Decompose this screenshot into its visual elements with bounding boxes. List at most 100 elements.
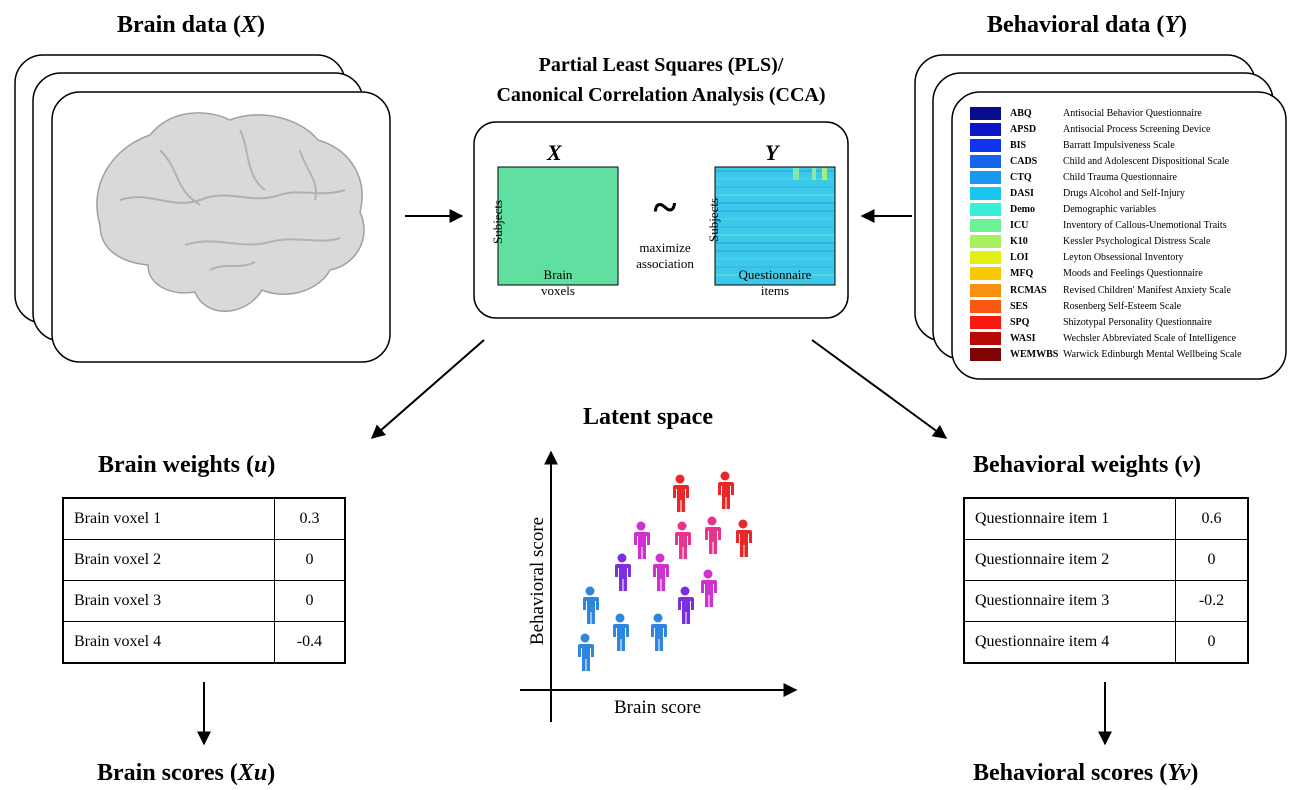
- brain-scores-heading: Brain scores (Xu): [97, 760, 276, 786]
- legend-row: ABQ Antisocial Behavior Questionnaire: [970, 105, 1270, 121]
- legend-swatch: [970, 267, 1001, 281]
- legend-name: Child and Adolescent Dispositional Scale: [1063, 155, 1230, 167]
- legend-name: Rosenberg Self-Esteem Scale: [1063, 300, 1182, 312]
- legend-row: LOI Leyton Obsessional Inventory: [970, 250, 1270, 266]
- y-matrix-streak: [716, 258, 834, 260]
- legend-abbreviation: MFQ: [1010, 268, 1034, 280]
- brain-data-stack: [14, 54, 391, 363]
- legend-abbreviation: CADS: [1010, 155, 1038, 167]
- questionnaire-legend: ABQ Antisocial Behavior Questionnaire APSD…: [970, 105, 1270, 363]
- legend-swatch: [970, 251, 1001, 265]
- legend-name: Moods and Feelings Questionnaire: [1063, 268, 1203, 280]
- table-row: Questionnaire item 1 0.6: [963, 497, 1249, 540]
- legend-abbreviation: ABQ: [1010, 107, 1032, 119]
- person-icon: [736, 519, 752, 557]
- brain-illustration: [96, 112, 365, 312]
- legend-swatch: [970, 187, 1001, 201]
- latent-people: [578, 471, 752, 671]
- latent-x-axis-label: Brain score: [614, 697, 702, 718]
- x-matrix-caption: Brain voxels: [541, 267, 575, 298]
- weight-label-cell: Questionnaire item 3: [963, 580, 1176, 622]
- y-matrix-letter: Y: [765, 140, 779, 165]
- pls-cca-title: Partial Least Squares (PLS)/ Canonical C…: [496, 54, 826, 106]
- legend-row: BIS Barratt Impulsiveness Scale: [970, 137, 1270, 153]
- legend-swatch: [970, 154, 1001, 168]
- person-icon: [613, 613, 629, 651]
- person-icon: [718, 471, 734, 509]
- legend-abbreviation: DASI: [1010, 188, 1034, 200]
- tilde-symbol: ~: [653, 183, 677, 232]
- person-icon: [651, 613, 667, 651]
- x-subjects-label: Subjects: [490, 199, 505, 245]
- y-matrix-streak: [716, 170, 834, 172]
- weight-label-cell: Questionnaire item 4: [963, 621, 1176, 664]
- person-icon: [705, 516, 721, 554]
- legend-abbreviation: WEMWBS: [1010, 348, 1059, 360]
- y-matrix: [714, 166, 836, 286]
- weight-value-cell: -0.4: [274, 621, 346, 664]
- legend-row: SES Rosenberg Self-Esteem Scale: [970, 298, 1270, 314]
- legend-row: WASI Wechsler Abbreviated Scale of Intell…: [970, 330, 1270, 346]
- legend-name: Wechsler Abbreviated Scale of Intelligen…: [1063, 332, 1237, 344]
- person-icon: [653, 553, 669, 591]
- behavioral-scores-heading: Behavioral scores (Yv): [973, 760, 1199, 786]
- person-icon: [673, 474, 689, 512]
- legend-swatch: [970, 170, 1001, 184]
- weight-label-cell: Brain voxel 4: [62, 621, 275, 664]
- person-icon: [583, 586, 599, 624]
- legend-swatch: [970, 315, 1001, 329]
- brain-weights-heading: Brain weights (u): [98, 452, 276, 478]
- legend-swatch: [970, 138, 1001, 152]
- legend-name: Drugs Alcohol and Self-Injury: [1063, 188, 1185, 200]
- person-icon: [678, 586, 694, 624]
- legend-row: CADS Child and Adolescent Dispositional S…: [970, 153, 1270, 169]
- legend-row: DASI Drugs Alcohol and Self-Injury: [970, 185, 1270, 201]
- weight-label-cell: Questionnaire item 1: [963, 497, 1176, 540]
- y-matrix-streak: [716, 186, 834, 188]
- legend-swatch: [970, 235, 1001, 249]
- person-icon: [578, 633, 594, 671]
- y-matrix-streak: [716, 234, 834, 236]
- weight-value-cell: 0: [1175, 621, 1249, 664]
- weight-value-cell: 0: [274, 580, 346, 622]
- weight-value-cell: -0.2: [1175, 580, 1249, 622]
- y-matrix-highlight: [822, 168, 827, 180]
- legend-name: Child Trauma Questionnaire: [1063, 171, 1177, 183]
- person-icon: [701, 569, 717, 607]
- latent-space-heading: Latent space: [583, 404, 713, 430]
- y-matrix-streak: [716, 274, 834, 276]
- legend-name: Antisocial Process Screening Device: [1063, 123, 1211, 135]
- legend-row: SPQ Shizotypal Personality Questionnaire: [970, 314, 1270, 330]
- legend-abbreviation: Demo: [1010, 204, 1035, 216]
- weight-label-cell: Brain voxel 2: [62, 539, 275, 581]
- legend-row: K10 Kessler Psychological Distress Scale: [970, 234, 1270, 250]
- brain-data-heading: Brain data (X): [117, 12, 266, 38]
- y-subjects-label: Subjects: [706, 197, 721, 243]
- legend-row: CTQ Child Trauma Questionnaire: [970, 169, 1270, 185]
- behavioral-data-heading: Behavioral data (Y): [987, 12, 1187, 38]
- arrow-to-brain-weights: [370, 339, 485, 439]
- legend-swatch: [970, 347, 1001, 361]
- legend-row: ICU Inventory of Callous-Unemotional Trai…: [970, 218, 1270, 234]
- person-icon: [615, 553, 631, 591]
- legend-abbreviation: BIS: [1010, 139, 1027, 151]
- person-icon: [675, 521, 691, 559]
- legend-abbreviation: LOI: [1010, 252, 1029, 264]
- legend-name: Barratt Impulsiveness Scale: [1063, 139, 1175, 151]
- behavioral-weights-table: Questionnaire item 1 0.6 Questionnaire ite…: [963, 497, 1249, 664]
- y-matrix-streak: [716, 178, 834, 180]
- y-matrix-streak: [716, 250, 834, 252]
- brain-weights-table: Brain voxel 1 0.3 Brain voxel 2 0 Brain voxe…: [62, 497, 346, 664]
- y-matrix-streak: [716, 218, 834, 220]
- legend-abbreviation: APSD: [1010, 123, 1037, 135]
- maximize-association-label: maximize association: [636, 240, 694, 271]
- legend-swatch: [970, 283, 1001, 297]
- legend-name: Warwick Edinburgh Mental Wellbeing Scale: [1063, 348, 1242, 360]
- y-matrix-streak: [716, 226, 834, 228]
- x-matrix-letter: X: [547, 140, 562, 165]
- weight-value-cell: 0: [274, 539, 346, 581]
